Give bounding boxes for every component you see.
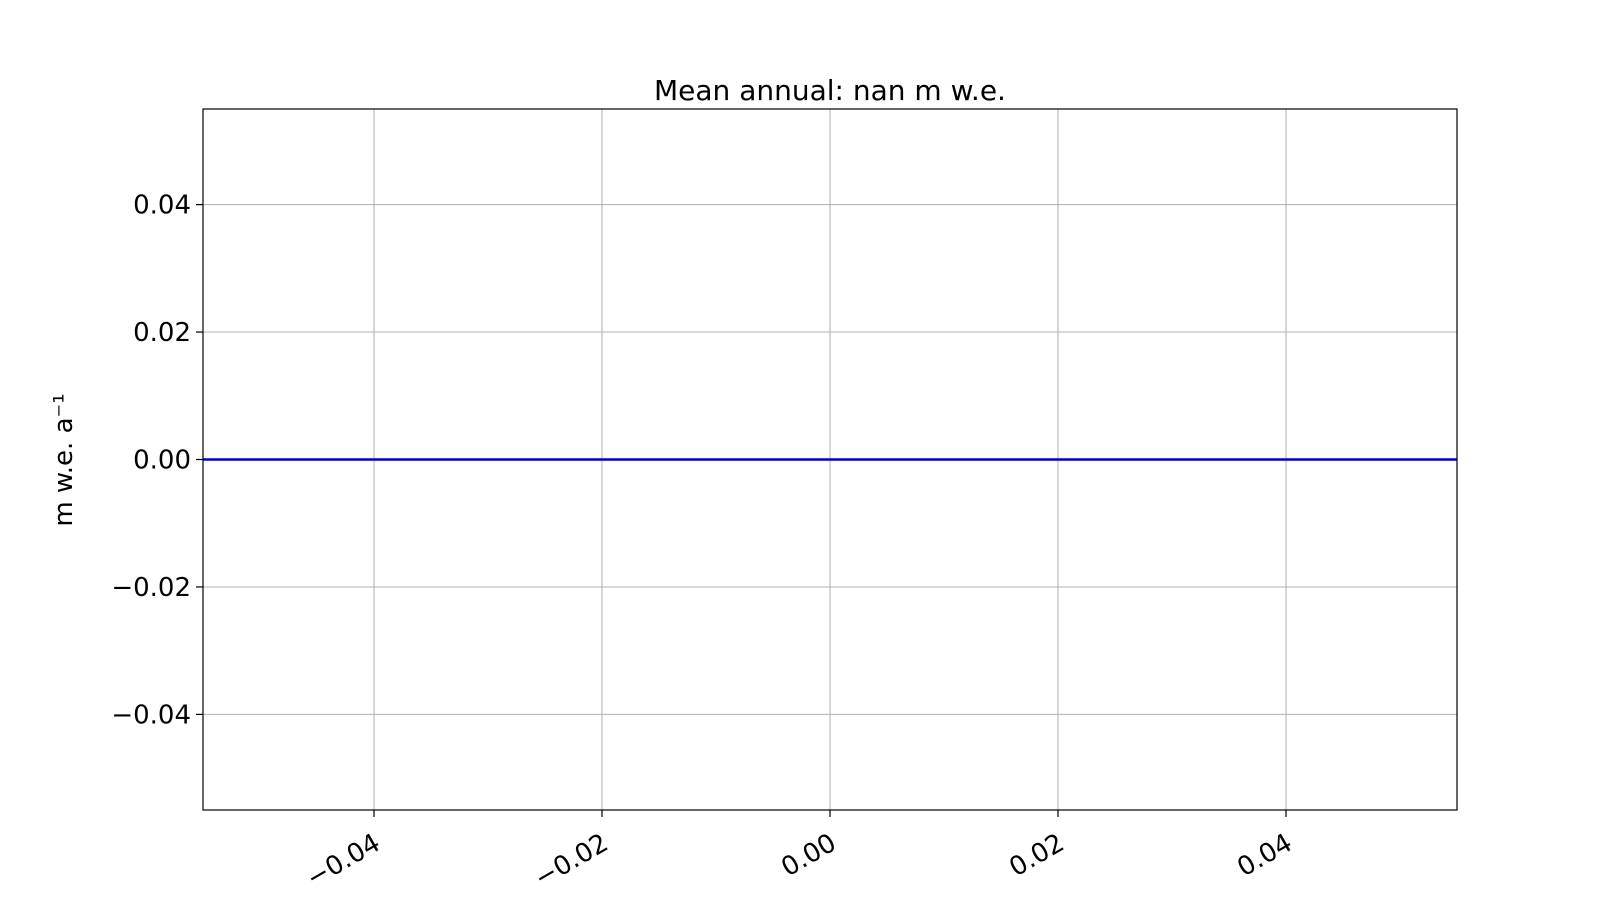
y-tick-label: 0.04 [133,191,191,221]
y-tick-label: 0.00 [133,446,191,476]
x-axis-ticks: −0.04 −0.02 0.00 0.02 0.04 [301,810,1298,894]
x-tick-label: 0.02 [1004,828,1069,883]
y-axis-label: m w.e. a⁻¹ [49,393,79,526]
x-tick-label: −0.02 [529,828,613,894]
x-tick-label: 0.04 [1232,828,1297,883]
x-tick-label: 0.00 [776,828,841,883]
y-tick-label: −0.02 [111,573,191,603]
y-tick-label: 0.02 [133,318,191,348]
chart-title: Mean annual: nan m w.e. [654,74,1006,107]
y-axis-ticks: 0.04 0.02 0.00 −0.02 −0.04 [111,191,203,730]
x-tick-label: −0.04 [301,828,385,894]
y-tick-label: −0.04 [111,700,191,730]
